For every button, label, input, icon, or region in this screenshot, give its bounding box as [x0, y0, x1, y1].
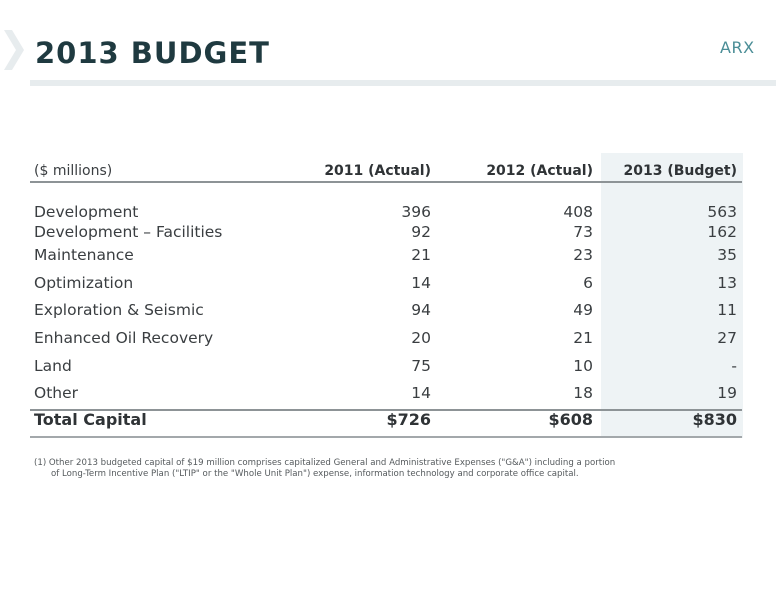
brand-logo: ARX: [720, 38, 755, 57]
table-row: Land 75 10 -: [34, 357, 740, 379]
cell-2013: 27: [717, 329, 737, 347]
column-header-2011: 2011 (Actual): [324, 163, 431, 179]
cell-2011: 396: [401, 203, 431, 221]
header-rule: [30, 181, 742, 183]
cell-2011: 20: [411, 329, 431, 347]
budget-column-highlight: [601, 153, 743, 438]
table-row: Development 396 408 563: [34, 203, 740, 225]
cell-2013: 162: [707, 223, 737, 241]
row-label: Maintenance: [34, 246, 134, 264]
cell-2012: 21: [573, 329, 593, 347]
cell-2012: 6: [583, 274, 593, 292]
table-header: ($ millions) 2011 (Actual) 2012 (Actual)…: [34, 163, 740, 185]
table-row: Development – Facilities 92 73 162: [34, 223, 740, 245]
cell-2011: 92: [411, 223, 431, 241]
column-header-2013: 2013 (Budget): [623, 163, 737, 179]
chevron-icon: [4, 30, 24, 70]
row-label: Other: [34, 384, 79, 402]
total-label: Total Capital: [34, 410, 147, 429]
row-label: Development: [34, 203, 139, 221]
cell-2013: 35: [717, 246, 737, 264]
cell-2011: 21: [411, 246, 431, 264]
cell-2012: 10: [573, 357, 593, 375]
footnote-line-1: (1) Other 2013 budgeted capital of $19 m…: [34, 458, 616, 468]
cell-2012: 49: [573, 301, 593, 319]
table-bottom-rule: [30, 436, 742, 438]
row-label: Enhanced Oil Recovery: [34, 329, 214, 347]
total-rule: [30, 409, 742, 411]
total-2013: $830: [692, 410, 737, 429]
cell-2011: 14: [411, 384, 431, 402]
footnote-line-2: of Long-Term Incentive Plan ("LTIP" or t…: [51, 469, 579, 479]
cell-2012: 408: [563, 203, 593, 221]
column-header-units: ($ millions): [34, 163, 113, 179]
cell-2012: 18: [573, 384, 593, 402]
total-2011: $726: [386, 410, 431, 429]
footnote: (1) Other 2013 budgeted capital of $19 m…: [34, 458, 724, 480]
cell-2012: 73: [573, 223, 593, 241]
row-label: Exploration & Seismic: [34, 301, 204, 319]
cell-2013: 11: [717, 301, 737, 319]
column-header-2012: 2012 (Actual): [486, 163, 593, 179]
cell-2013: 563: [707, 203, 737, 221]
cell-2011: 94: [411, 301, 431, 319]
header-divider: [30, 80, 776, 86]
cell-2011: 75: [411, 357, 431, 375]
total-row: Total Capital $726 $608 $830: [34, 410, 740, 432]
table-row: Exploration & Seismic 94 49 11: [34, 301, 740, 323]
table-row: Enhanced Oil Recovery 20 21 27: [34, 329, 740, 351]
cell-2013: 13: [717, 274, 737, 292]
row-label: Land: [34, 357, 72, 375]
table-row: Optimization 14 6 13: [34, 274, 740, 296]
row-label: Development – Facilities: [34, 223, 223, 241]
page-title: 2013 BUDGET: [35, 36, 270, 70]
total-2012: $608: [548, 410, 593, 429]
row-label: Optimization: [34, 274, 134, 292]
cell-2011: 14: [411, 274, 431, 292]
cell-2013: -: [731, 357, 737, 375]
table-row: Other 14 18 19: [34, 384, 740, 406]
cell-2012: 23: [573, 246, 593, 264]
cell-2013: 19: [717, 384, 737, 402]
table-row: Maintenance 21 23 35: [34, 246, 740, 268]
